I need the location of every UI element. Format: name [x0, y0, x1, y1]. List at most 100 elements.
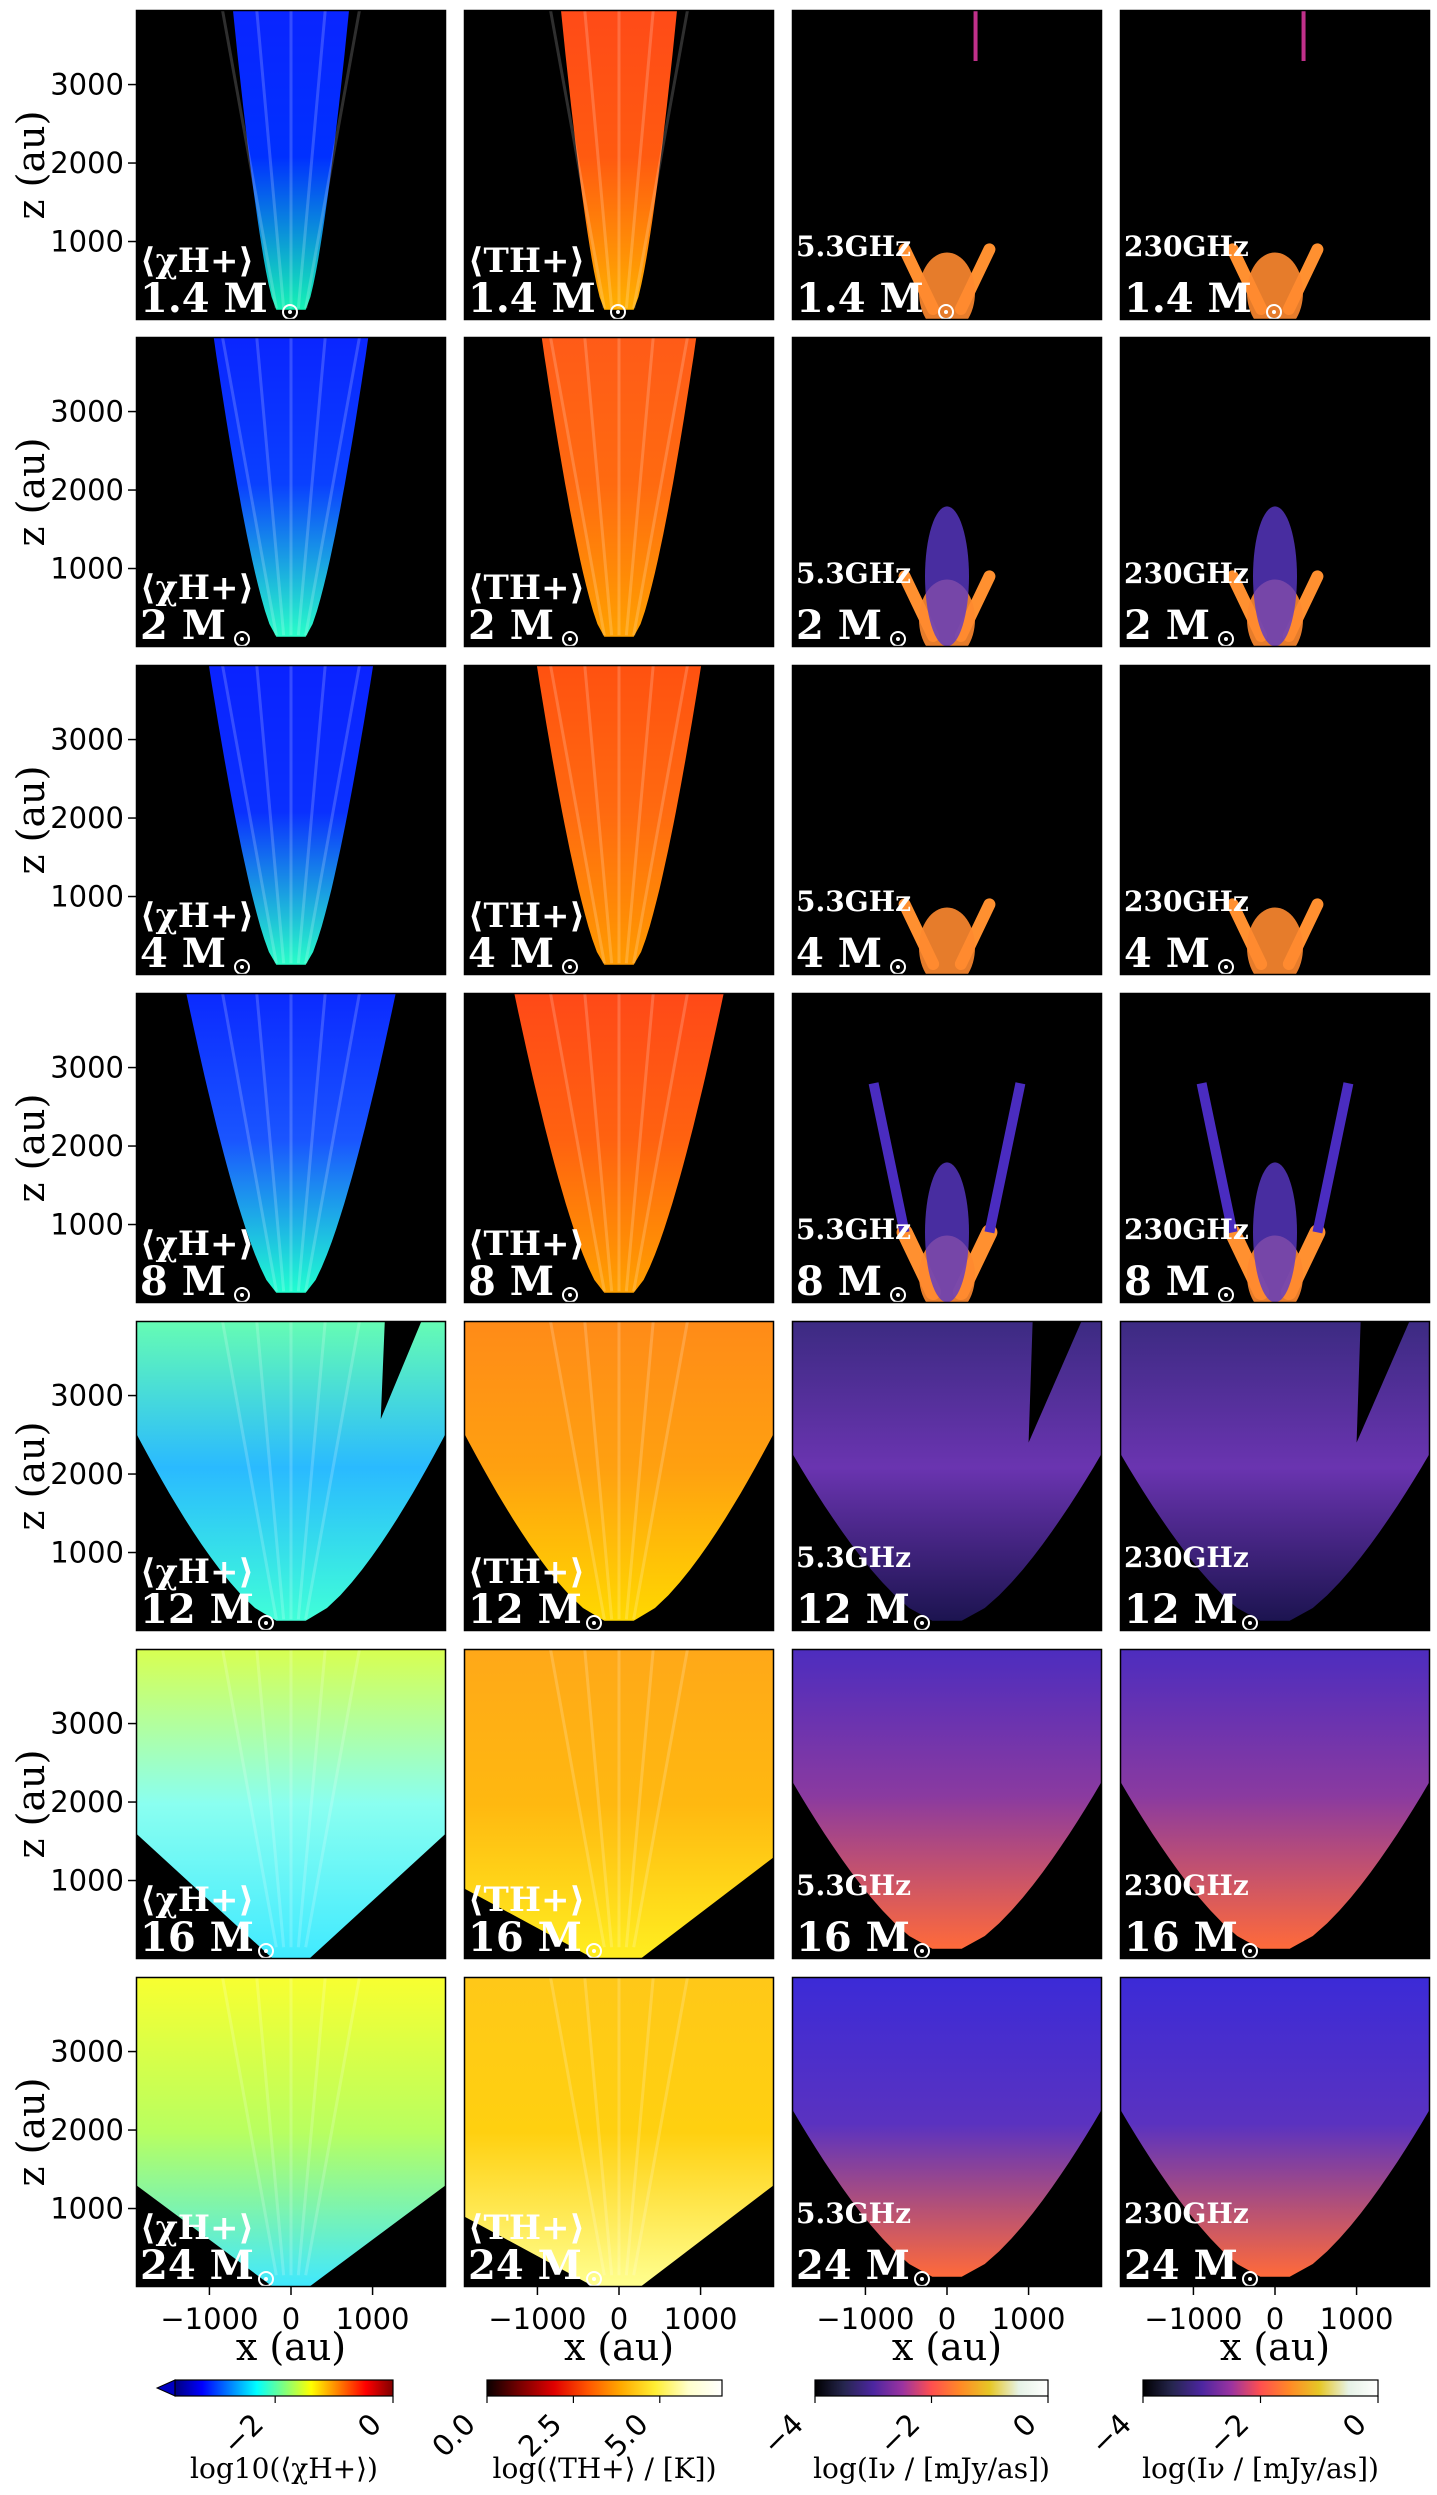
panel-mass-label: 24 M — [140, 2242, 254, 2289]
colorbar-tick-label: 0 — [1006, 2407, 1043, 2444]
panel-quantity-label: ⟨TH+⟩ — [468, 896, 585, 936]
filament — [220, 10, 278, 309]
filament — [296, 10, 327, 309]
filament — [255, 337, 286, 636]
filament — [304, 1321, 362, 1620]
y-tick-label: 3000 — [50, 1707, 124, 1741]
panel-1.4-col3: 230GHz 1.4 M — [1120, 10, 1430, 322]
colorbar-tick-label: 0 — [1336, 2407, 1373, 2444]
panel-mass-label: 12 M — [140, 1586, 254, 1633]
panel-frame — [135, 9, 447, 321]
panel-frame — [791, 336, 1103, 648]
panel-mass-label: 8 M — [140, 1258, 226, 1305]
panel-24-col0: ⟨χH+⟩24 M — [136, 1977, 446, 2289]
emission-streak — [1312, 1082, 1354, 1234]
shadow-right — [308, 2184, 446, 2287]
panel-frequency-label: 230GHz — [1124, 2197, 1249, 2230]
y-tick-label: 3000 — [50, 395, 124, 429]
panel-mass-label: 2 M — [140, 602, 226, 649]
y-tick-label: 3000 — [50, 68, 124, 102]
x-tick-label: −1000 — [1144, 2302, 1242, 2336]
panel-quantity-label: ⟨χH+⟩ — [140, 1552, 254, 1592]
emission-streak — [1196, 1082, 1238, 1234]
shadow-right — [1301, 2204, 1430, 2287]
colorbar-tick-label: −4 — [756, 2407, 810, 2461]
panel-mass-label: 8 M — [468, 1258, 554, 1305]
panel-frame — [135, 992, 447, 1304]
filament — [296, 665, 327, 964]
filament — [296, 993, 327, 1292]
colorbar-label: log(⟨TH+⟩ / [K]) — [493, 2452, 717, 2485]
filament — [304, 665, 362, 964]
panel-mass-label: 12 M — [1124, 1586, 1238, 1633]
filament — [632, 665, 690, 964]
panel-frequency-label: 5.3GHz — [796, 2197, 911, 2230]
panel-quantity-label: ⟨TH+⟩ — [468, 1880, 585, 1920]
x-tick-label: 0 — [610, 2302, 628, 2336]
panel-mass-label: 24 M — [796, 2242, 910, 2289]
panel-frequency-label: 230GHz — [1124, 885, 1249, 918]
emission-region — [1120, 1977, 1430, 2277]
filament — [548, 337, 606, 636]
ionized-region — [560, 10, 678, 310]
x-tick-label: −1000 — [816, 2302, 914, 2336]
filament — [255, 993, 286, 1292]
panel-frequency-label: 230GHz — [1124, 557, 1249, 590]
panel-frame — [135, 336, 447, 648]
panel-12-col1: ⟨TH+⟩12 M — [464, 1321, 774, 1631]
filament — [304, 1977, 362, 2276]
y-tick-label: 3000 — [50, 1379, 124, 1413]
panel-mass-label: 1.4 M — [1124, 275, 1252, 322]
panel-12-col2: 5.3GHz 12 M — [792, 1321, 1102, 1631]
panel-8-col1: ⟨TH+⟩8 M — [464, 993, 774, 1305]
panel-mass-label: 16 M — [1124, 1914, 1238, 1961]
y-tick-label: 1000 — [50, 552, 124, 586]
filament — [624, 665, 655, 964]
emission-region — [792, 1977, 1102, 2277]
panel-frame — [463, 9, 775, 321]
x-axis-label: x (au) — [564, 2325, 674, 2369]
shadow-right — [1301, 1876, 1430, 1959]
panel-mass-label: 4 M — [140, 930, 226, 977]
filament — [624, 10, 655, 309]
panel-frequency-label: 5.3GHz — [796, 885, 911, 918]
filament — [255, 1977, 286, 2276]
panel-mass-label: 8 M — [796, 1258, 882, 1305]
y-axis-label: z (au) — [9, 1750, 53, 1859]
emission-streak — [984, 1082, 1026, 1234]
panel-mass-label: 4 M — [468, 930, 554, 977]
x-tick-label: 0 — [1266, 2302, 1284, 2336]
panel-4-col2: 5.3GHz 4 M — [792, 665, 1102, 975]
filament — [296, 337, 327, 636]
panel-frame — [791, 9, 1103, 321]
panel-24-col1: ⟨TH+⟩24 M — [464, 1977, 774, 2287]
colorbar-label: log(Iν / [mJy/as]) — [1142, 2452, 1379, 2485]
panel-frame — [1119, 1648, 1431, 1960]
panel-24-col2: 5.3GHz 24 M — [792, 1977, 1102, 2289]
filament — [255, 1321, 286, 1620]
filament — [548, 665, 606, 964]
y-axis-label: z (au) — [9, 766, 53, 875]
ionized-region — [541, 337, 697, 637]
panel-1.4-col1: ⟨TH+⟩1.4 M — [464, 10, 774, 320]
panel-4-col0: ⟨χH+⟩4 M — [136, 665, 446, 977]
y-tick-label: 2000 — [50, 146, 124, 180]
shadow-left — [464, 1888, 595, 1959]
colorbar-gradient — [174, 2379, 394, 2397]
filament — [624, 1321, 655, 1620]
panel-frequency-label: 230GHz — [1124, 1869, 1249, 1902]
panel-mass-label: 16 M — [796, 1914, 910, 1961]
panel-mass-label: 8 M — [1124, 1258, 1210, 1305]
panel-mass-label: 2 M — [796, 602, 882, 649]
filament — [632, 1977, 690, 2276]
filament — [296, 1977, 327, 2276]
panel-4-col3: 230GHz 4 M — [1120, 665, 1430, 975]
emission-core — [919, 907, 975, 975]
shadow-left — [792, 1876, 921, 1959]
panel-2-col3: 230GHz 2 M — [1120, 337, 1430, 647]
panel-frame — [1119, 1976, 1431, 2288]
emission-core — [1247, 252, 1303, 320]
